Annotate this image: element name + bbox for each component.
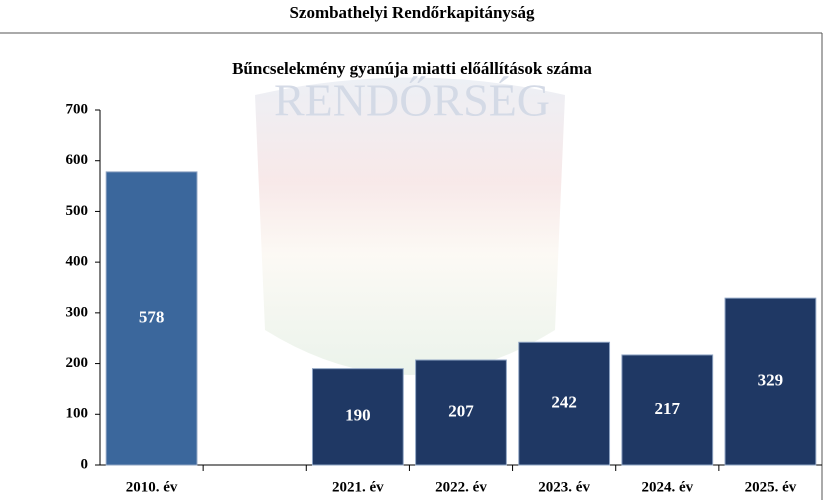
- chart: RENDŐRSÉG Szombathelyi Rendőrkapitányság…: [0, 0, 825, 500]
- page-header: Szombathelyi Rendőrkapitányság: [289, 3, 535, 22]
- y-tick-label: 200: [66, 355, 89, 371]
- y-tick-label: 500: [66, 203, 89, 219]
- watermark-text: RENDŐRSÉG: [274, 75, 550, 126]
- y-tick-label: 400: [66, 254, 89, 270]
- x-tick-label: 2010. év: [126, 479, 178, 495]
- data-label: 207: [448, 401, 474, 420]
- x-tick-label: 2021. év: [332, 479, 384, 495]
- y-tick-label: 100: [66, 406, 89, 422]
- data-label: 217: [655, 399, 681, 418]
- y-tick-label: 0: [81, 456, 89, 472]
- data-label: 329: [758, 370, 784, 389]
- y-tick-label: 600: [66, 152, 89, 168]
- x-tick-label: 2024. év: [641, 479, 693, 495]
- data-label: 190: [345, 406, 371, 425]
- y-tick-label: 700: [66, 101, 89, 117]
- x-tick-label: 2025. év: [745, 479, 797, 495]
- data-label: 578: [139, 307, 165, 326]
- x-tick-label: 2023. év: [538, 479, 590, 495]
- chart-title: Bűncselekmény gyanúja miatti előállításo…: [232, 59, 592, 78]
- y-tick-label: 300: [66, 304, 89, 320]
- data-label: 242: [551, 393, 577, 412]
- x-tick-label: 2022. év: [435, 479, 487, 495]
